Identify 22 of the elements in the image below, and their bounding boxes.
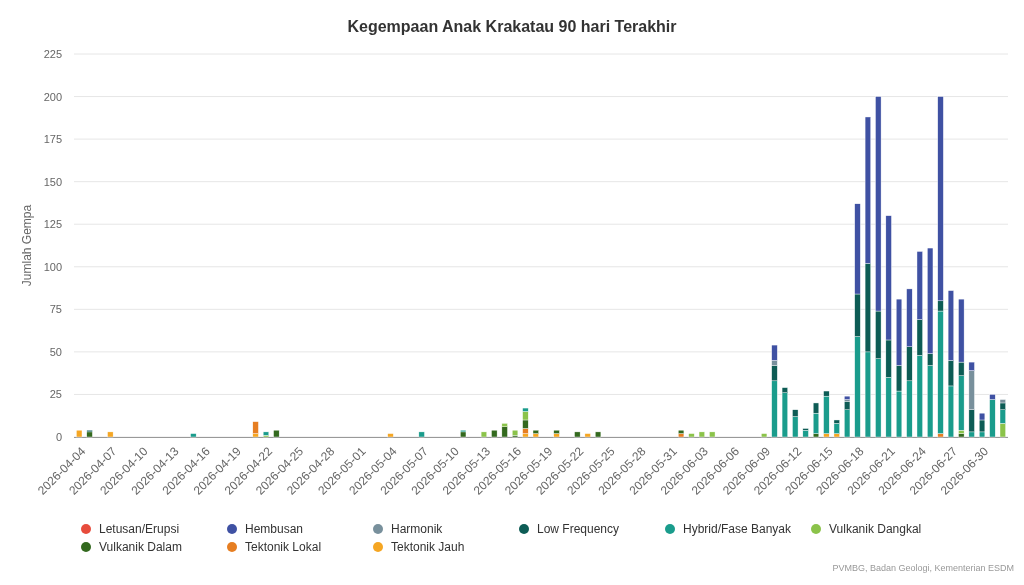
y-axis-title: Jumlah Gempa xyxy=(20,204,34,287)
y-tick-label: 100 xyxy=(43,260,62,273)
y-tick-label: 150 xyxy=(43,175,62,188)
legend-label: Vulkanik Dalam xyxy=(99,540,182,555)
legend-label: Harmonik xyxy=(391,522,444,537)
legend-label: Hembusan xyxy=(245,522,304,537)
legend-label: Vulkanik Dangkal xyxy=(829,522,922,537)
legend-label: Letusan/Erupsi xyxy=(99,522,180,537)
legend-label: Tektonik Lokal xyxy=(245,540,322,555)
legend-label: Low Frequency xyxy=(537,522,620,537)
y-tick-label: 50 xyxy=(49,345,62,358)
y-tick-label: 0 xyxy=(55,431,62,444)
y-tick-label: 225 xyxy=(43,48,62,61)
legend-label: Tektonik Jauh xyxy=(391,540,465,555)
y-tick-label: 75 xyxy=(49,303,62,316)
y-tick-label: 200 xyxy=(43,90,62,103)
text: PVMBG, Badan Geologi, Kementerian ESDM xyxy=(832,563,1014,573)
y-tick-label: 175 xyxy=(43,133,62,146)
chart-title: Kegempaan Anak Krakatau 90 hari Terakhir xyxy=(347,18,677,35)
y-tick-label: 25 xyxy=(49,388,62,401)
legend-label: Hybrid/Fase Banyak xyxy=(683,522,793,537)
y-tick-label: 125 xyxy=(43,218,62,231)
